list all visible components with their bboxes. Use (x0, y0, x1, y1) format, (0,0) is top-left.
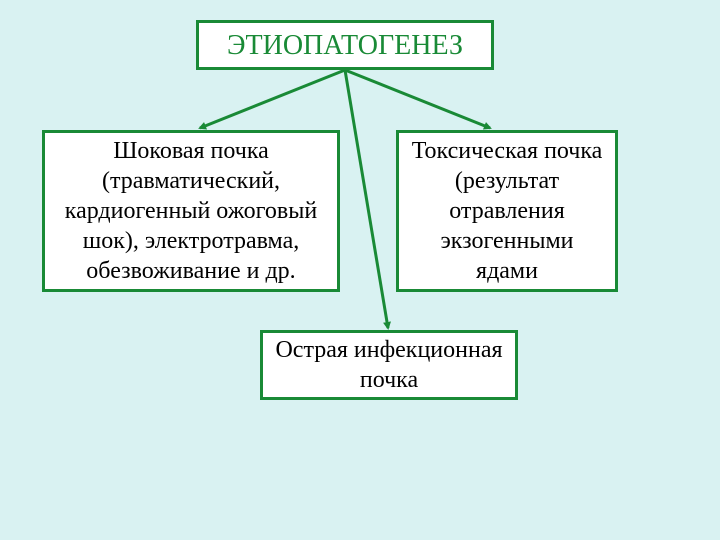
node-infect-text: Острая инфекционная почка (271, 335, 507, 395)
title-text: ЭТИОПАТОГЕНЕЗ (227, 28, 463, 63)
node-shock-text: Шоковая почка (травматический, кардиоген… (53, 136, 329, 286)
node-shock-kidney: Шоковая почка (травматический, кардиоген… (42, 130, 340, 292)
node-infectious-kidney: Острая инфекционная почка (260, 330, 518, 400)
diagram-canvas: ЭТИОПАТОГЕНЕЗ Шоковая почка (травматичес… (0, 0, 720, 540)
node-toxic-kidney: Токсическая почка (результат отравления … (396, 130, 618, 292)
node-toxic-text: Токсическая почка (результат отравления … (407, 136, 607, 286)
title-box: ЭТИОПАТОГЕНЕЗ (196, 20, 494, 70)
